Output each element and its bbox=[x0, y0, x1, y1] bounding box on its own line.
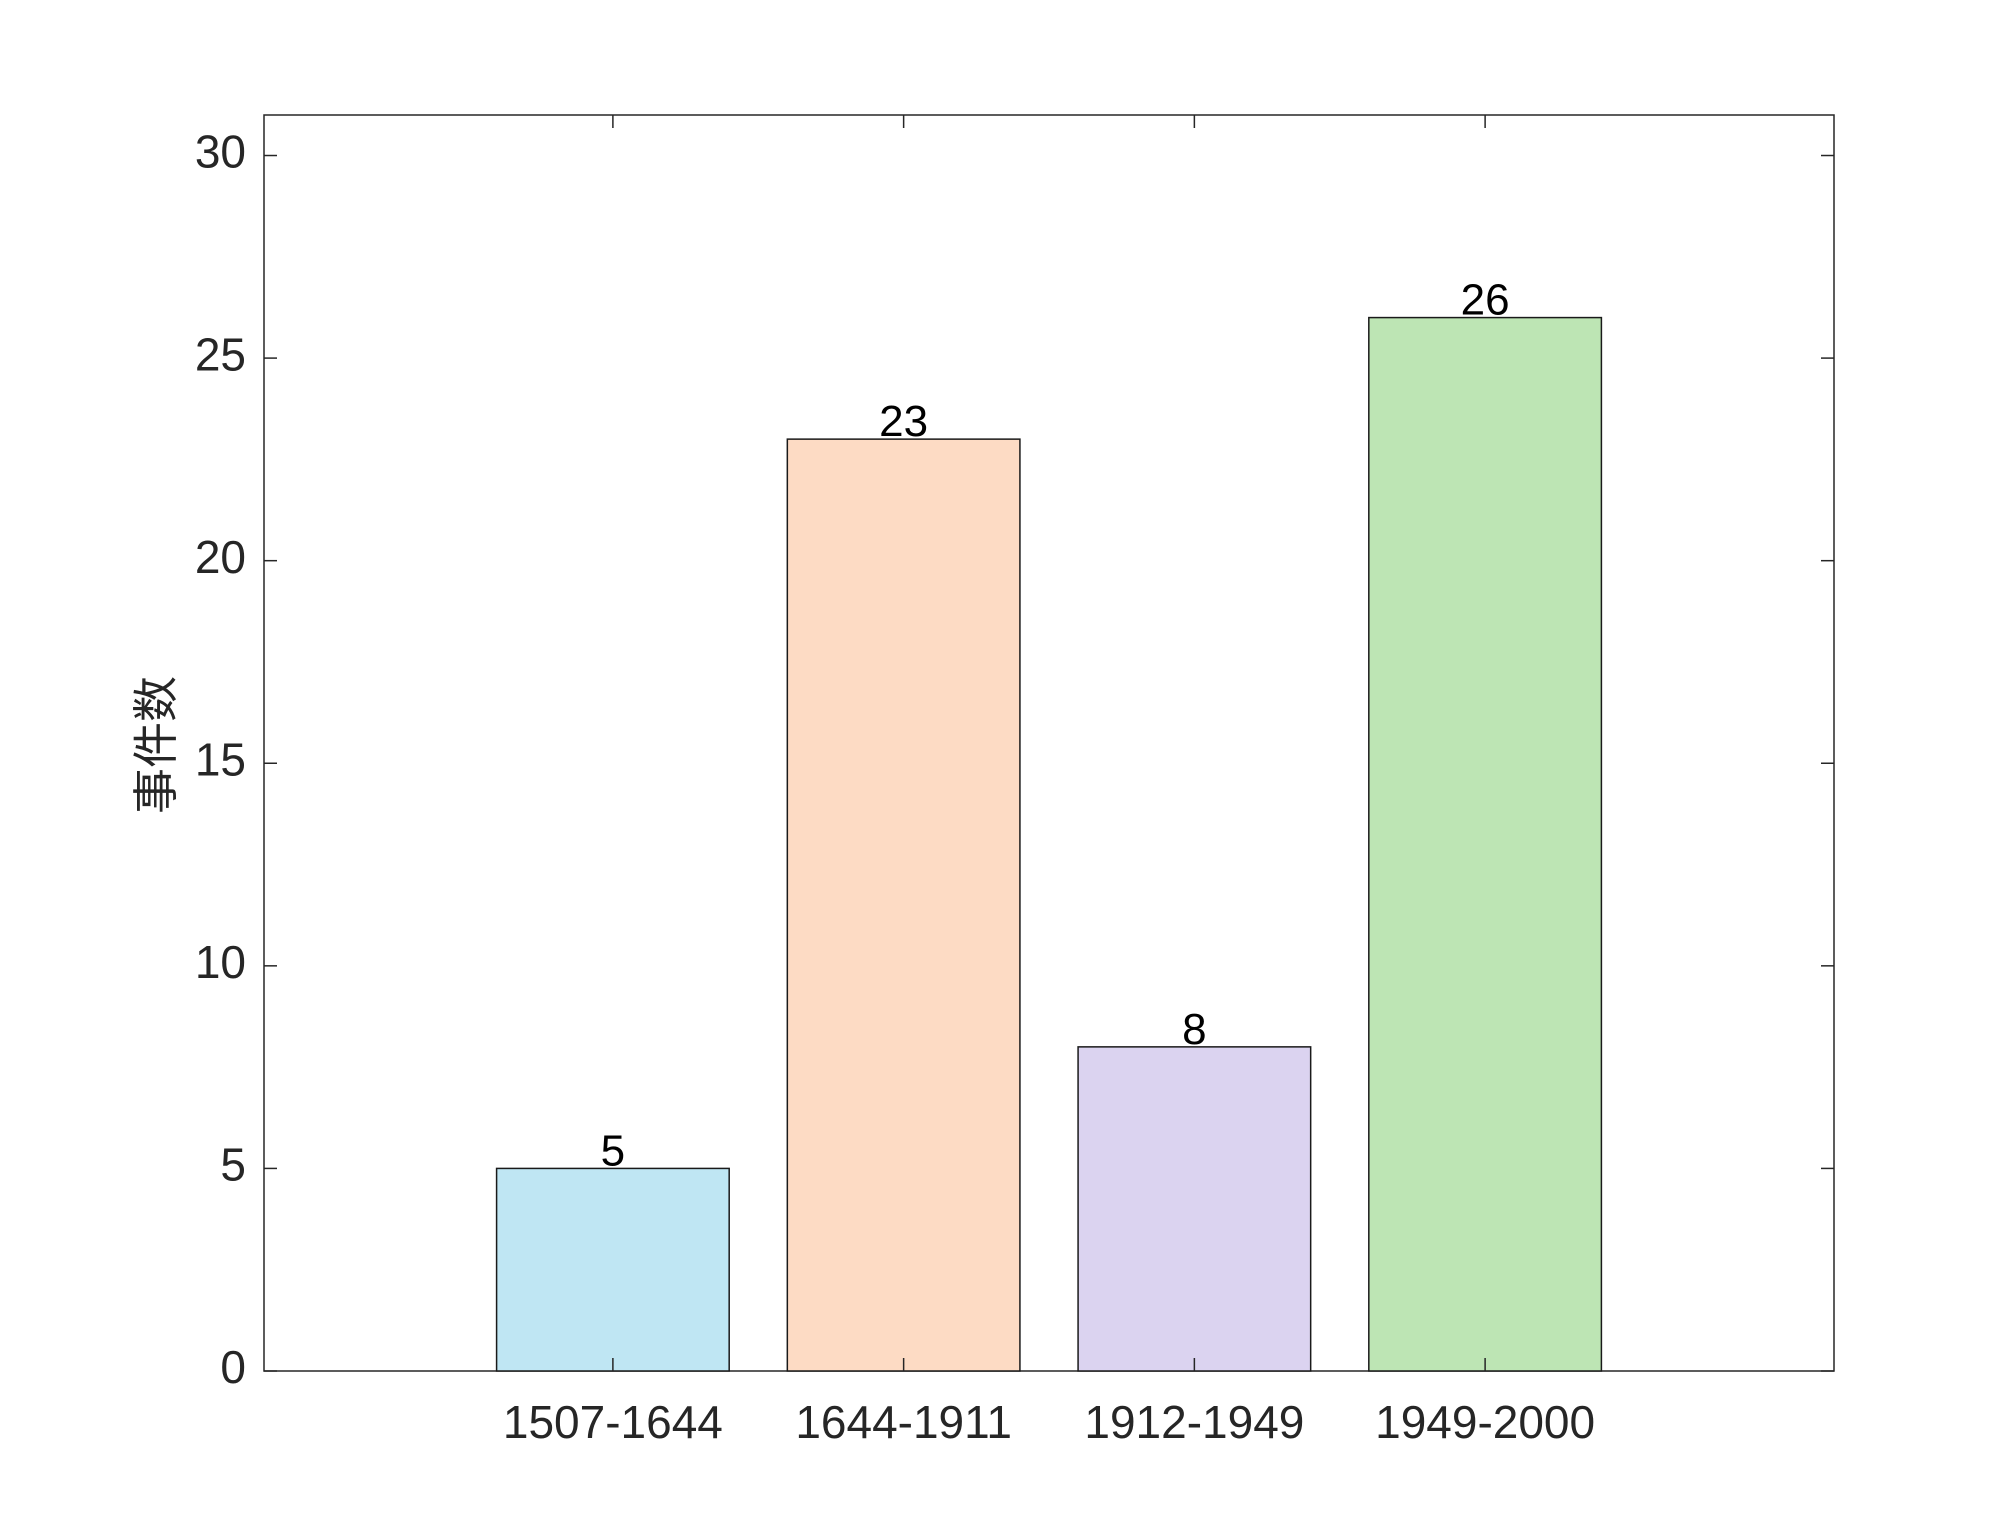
x-tick-label: 1949-2000 bbox=[1375, 1396, 1595, 1448]
bar bbox=[1077, 1046, 1312, 1372]
y-tick-label: 0 bbox=[220, 1341, 246, 1393]
y-tick-label: 30 bbox=[195, 126, 246, 178]
bar bbox=[1368, 316, 1603, 1372]
x-tick-label: 1507-1644 bbox=[503, 1396, 723, 1448]
y-tick-label: 5 bbox=[220, 1139, 246, 1191]
y-axis-label: 事件数 bbox=[130, 676, 182, 814]
y-tick-label: 15 bbox=[195, 733, 246, 785]
x-tick-label: 1644-1911 bbox=[795, 1396, 1012, 1448]
bar bbox=[495, 1167, 730, 1372]
y-tick-label: 20 bbox=[195, 531, 246, 583]
x-tick-label: 1912-1949 bbox=[1084, 1396, 1304, 1448]
data-label: 23 bbox=[879, 397, 928, 446]
y-tick-label: 10 bbox=[195, 936, 246, 988]
bar bbox=[786, 438, 1021, 1372]
data-label: 5 bbox=[601, 1126, 625, 1175]
data-label: 8 bbox=[1182, 1005, 1206, 1054]
data-label: 26 bbox=[1461, 276, 1510, 325]
y-tick-label: 25 bbox=[195, 328, 246, 380]
